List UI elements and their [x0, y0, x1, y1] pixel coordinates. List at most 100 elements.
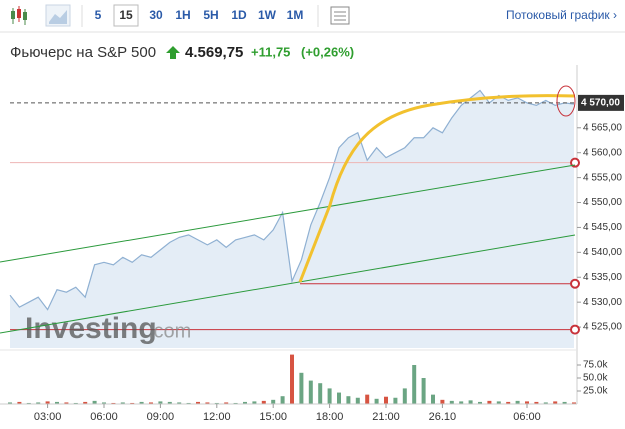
volume-bar: [196, 401, 200, 404]
change: +11,75: [251, 44, 290, 59]
volume-bar: [543, 402, 548, 404]
level-handle: [570, 324, 580, 335]
watermark-brand: Investing: [25, 312, 157, 345]
volume-bar: [515, 400, 520, 404]
volume-bar: [421, 378, 426, 404]
curve-drawing: [298, 94, 576, 283]
plot: 4 525,00 4 530,00 4 535,00 4 540,00 4 545,00…: [0, 65, 624, 423]
trend-line: [0, 234, 576, 334]
trend-line: [0, 164, 576, 263]
y-tick-label: 4 545,00: [583, 222, 622, 233]
volume-bar: [149, 402, 153, 404]
volume-bar: [158, 401, 163, 404]
volume-bar: [55, 401, 59, 404]
highlight-ellipse: [556, 85, 576, 117]
icon-part: [17, 9, 21, 18]
volume-bar: [459, 401, 464, 404]
volume-bar: [496, 401, 501, 404]
volume-bar: [83, 401, 88, 404]
volume-bar: [290, 354, 294, 404]
volume-bar: [478, 401, 482, 404]
volume-bar: [224, 402, 229, 404]
x-tick-label: 03:00: [34, 411, 62, 423]
volume-bar: [64, 402, 69, 404]
level-handle: [570, 157, 580, 168]
volume-bar: [120, 402, 125, 404]
price: 4.569,75: [185, 44, 243, 61]
volume-bar: [130, 402, 135, 404]
interval-button[interactable]: 15: [119, 8, 133, 22]
volume-bar: [308, 380, 313, 404]
volume-bar: [17, 401, 22, 404]
candle-icon[interactable]: [11, 6, 27, 25]
y-tick-label: 4 540,00: [583, 247, 622, 258]
interval-button[interactable]: 5: [95, 8, 102, 22]
volume-bar: [271, 399, 276, 404]
y-tick-label: 4 565,00: [583, 122, 622, 133]
volume-bar: [36, 402, 41, 404]
x-tick-label: 12:00: [203, 411, 231, 423]
instrument-name: Фьючерс на S&P 500: [10, 44, 156, 61]
x-tick-label: 18:00: [316, 411, 344, 423]
volume-bar: [534, 401, 539, 404]
volume-bar: [73, 402, 78, 404]
interval-button[interactable]: 30: [149, 8, 163, 22]
volume-bar: [252, 401, 257, 404]
icon-part: [23, 12, 27, 20]
volume-bar: [562, 401, 567, 404]
x-tick-label: 21:00: [372, 411, 400, 423]
volume-bar: [440, 399, 445, 404]
y-tick-label: 25.0k: [583, 386, 608, 397]
volume-bar: [525, 401, 529, 404]
volume-bar: [468, 400, 473, 404]
volume-bar: [431, 394, 435, 404]
volume-bar: [337, 392, 341, 404]
volume-bar: [8, 402, 12, 404]
volume-bar: [384, 396, 388, 404]
price-line: [9, 89, 575, 311]
x-tick-label: 26.10: [429, 411, 457, 423]
y-tick-label: 75.0k: [583, 360, 608, 371]
interval-button[interactable]: 1H: [175, 8, 190, 22]
x-tick-label: 15:00: [259, 411, 287, 423]
volume-bar: [402, 388, 407, 404]
volume-bar: [167, 401, 172, 404]
volume-bar: [139, 401, 144, 404]
interval-button[interactable]: 1D: [231, 8, 247, 22]
up-arrow: [166, 46, 180, 59]
volume-bar: [506, 401, 511, 404]
x-tick-label: 06:00: [513, 411, 541, 423]
volume-bar: [553, 401, 558, 404]
volume-bar: [214, 402, 219, 404]
selected-interval-box: [113, 4, 139, 27]
stream-link[interactable]: Потоковый график ›: [506, 8, 617, 22]
volume-bar: [365, 394, 370, 404]
volume-bar: [280, 396, 285, 404]
volume-bar: [243, 401, 247, 404]
icon-part: [49, 10, 67, 24]
volume-bar: [205, 402, 210, 404]
change-pct: (+0,26%): [301, 44, 354, 59]
y-tick-label: 4 530,00: [583, 297, 622, 308]
x-tick-label: 06:00: [90, 411, 118, 423]
interval-button[interactable]: 1M: [287, 8, 304, 22]
y-tick-label: 50.0k: [583, 373, 608, 384]
volume-bar: [346, 396, 351, 404]
y-tick-label: 4 550,00: [583, 197, 622, 208]
x-tick-label: 09:00: [147, 411, 175, 423]
volume-bar: [299, 372, 304, 404]
interval-button[interactable]: 1W: [258, 8, 277, 22]
level-handle: [570, 278, 580, 289]
volume-bar: [318, 383, 323, 404]
y-tick-label: 4 535,00: [583, 272, 622, 283]
y-tick-label: 4 555,00: [583, 172, 622, 183]
volume-bar: [233, 402, 238, 404]
watermark-suffix: .com: [148, 320, 191, 342]
icon-part: [11, 11, 15, 19]
last-value-box: [578, 94, 624, 111]
interval-button[interactable]: 5H: [203, 8, 218, 22]
volume-bar: [177, 402, 182, 404]
volume-bar: [393, 397, 398, 404]
